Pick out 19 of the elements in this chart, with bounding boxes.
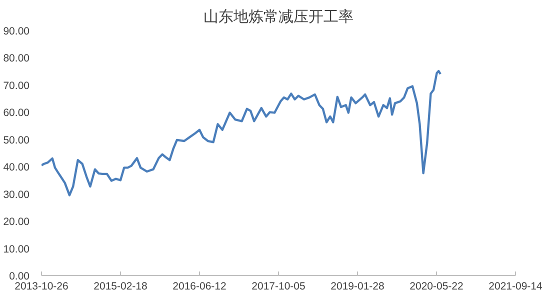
y-tick-label: 90.00 [3,26,30,38]
y-tick-label: 70.00 [3,80,30,92]
y-tick-label: 20.00 [3,216,30,228]
x-tick-label: 2016-06-12 [172,280,227,292]
chart-title: 山东地炼常减压开工率 [204,8,354,26]
x-tick-label: 2019-01-28 [330,280,385,292]
line-series [42,70,442,196]
y-tick-label: 50.00 [3,134,30,146]
y-tick-label: 10.00 [3,243,30,256]
y-tick-label: 0.00 [9,270,30,282]
x-tick-label: 2013-10-26 [14,280,69,292]
y-tick-label: 80.00 [3,52,30,65]
x-tick-label: 2020-05-22 [410,280,464,292]
y-tick-label: 30.00 [3,188,30,201]
y-tick-label: 40.00 [3,162,30,174]
x-tick-label: 2017-10-05 [252,280,306,292]
y-tick-label: 60.00 [3,107,30,120]
x-tick-label: 2015-02-18 [94,280,148,292]
x-tick-label: 2021-09-14 [488,280,543,292]
